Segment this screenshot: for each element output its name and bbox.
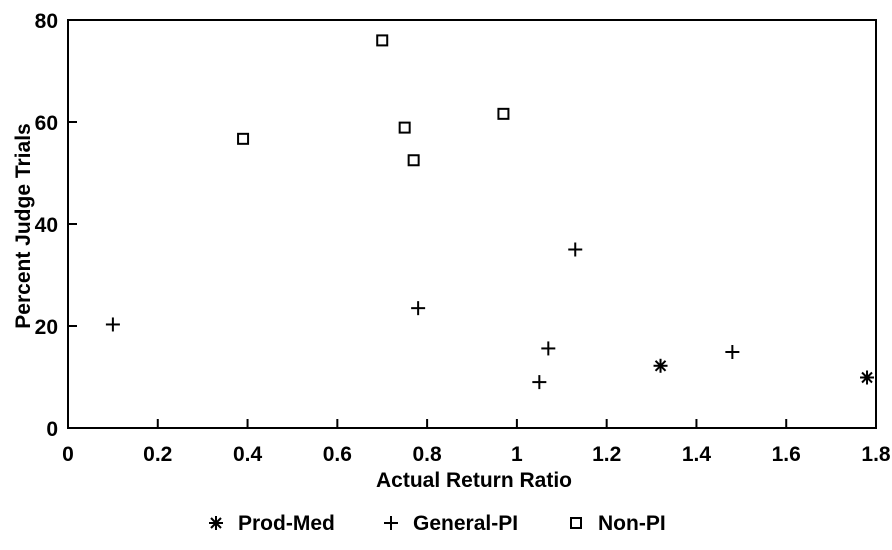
x-tick-label: 0 xyxy=(62,443,74,466)
data-point-non-pi xyxy=(376,34,389,47)
legend-label: Prod-Med xyxy=(238,512,335,535)
plot-area xyxy=(67,19,877,429)
legend-label: Non-PI xyxy=(598,512,666,535)
plot-frame xyxy=(67,19,877,429)
data-point-general-pi xyxy=(532,375,547,390)
data-point-non-pi xyxy=(407,154,420,167)
x-tick-label: 0.8 xyxy=(413,443,443,466)
y-tick-label: 60 xyxy=(35,112,58,135)
y-tick-label: 0 xyxy=(46,418,58,441)
data-points xyxy=(105,34,875,390)
x-tick-label: 1.8 xyxy=(861,443,891,466)
legend-marker-asterisk xyxy=(209,516,223,530)
legend: Prod-Med General-PI Non-PI xyxy=(209,512,666,535)
y-axis-ticks: 0 20 40 60 80 xyxy=(35,10,77,441)
data-point-general-pi xyxy=(541,341,556,356)
x-tick-label: 1 xyxy=(511,443,523,466)
data-point-non-pi xyxy=(497,107,510,120)
legend-label: General-PI xyxy=(413,512,518,535)
data-point-general-pi xyxy=(568,242,583,257)
data-point-non-pi xyxy=(398,121,411,134)
x-tick-label: 0.4 xyxy=(233,443,263,466)
data-point-non-pi xyxy=(237,132,250,145)
x-tick-label: 1.6 xyxy=(772,443,801,466)
x-tick-label: 0.2 xyxy=(143,443,172,466)
y-tick-label: 80 xyxy=(35,10,58,33)
x-tick-label: 1.2 xyxy=(592,443,621,466)
data-point-general-pi xyxy=(725,345,740,360)
data-point-general-pi xyxy=(411,301,426,316)
x-tick-label: 1.4 xyxy=(682,443,712,466)
data-point-prod-med xyxy=(653,358,668,373)
x-axis-label: Actual Return Ratio xyxy=(376,469,572,492)
legend-marker-plus xyxy=(384,516,398,530)
legend-marker-square xyxy=(570,517,582,529)
y-tick-label: 40 xyxy=(35,214,58,237)
x-tick-label: 0.6 xyxy=(323,443,352,466)
data-point-general-pi xyxy=(105,317,120,332)
x-axis-ticks: 0 0.2 0.4 0.6 0.8 1 1.2 1.4 1.6 1.8 xyxy=(62,419,891,466)
y-axis-label: Percent Judge Trials xyxy=(12,123,35,328)
y-tick-label: 20 xyxy=(35,316,58,339)
data-point-prod-med xyxy=(860,370,875,385)
